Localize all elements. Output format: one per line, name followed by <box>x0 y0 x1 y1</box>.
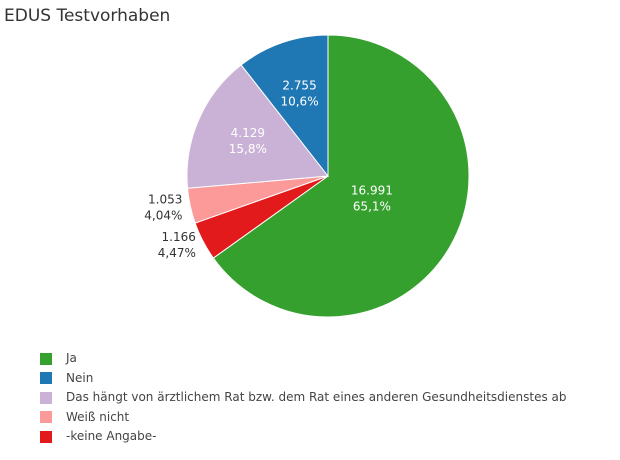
legend-item[interactable]: Ja <box>40 349 567 369</box>
slice-percent-label: 4,47% <box>158 246 196 260</box>
legend-label: Weiß nicht <box>66 409 130 424</box>
legend-item[interactable]: -keine Angabe- <box>40 427 567 447</box>
slice-value-label: 1.166 <box>162 230 196 244</box>
legend-label: Nein <box>66 370 94 385</box>
legend-label: Das hängt von ärztlichem Rat bzw. dem Ra… <box>66 390 567 405</box>
legend-swatch <box>40 372 52 385</box>
legend-swatch <box>40 430 52 443</box>
slice-value-label: 2.755 <box>282 78 316 92</box>
pie-slice[interactable] <box>212 34 470 318</box>
slice-percent-label: 10,6% <box>280 94 318 108</box>
chart-title: EDUS Testvorhaben <box>4 6 171 26</box>
pie-chart: 16.991 65,1% 1.166 4,47% 1.053 4,04% 4.129 15,8… <box>144 34 470 318</box>
legend-label: -keine Angabe- <box>66 429 157 444</box>
legend-swatch <box>40 352 52 365</box>
legend-item[interactable]: Nein <box>40 369 567 389</box>
legend: Ja Nein Das hängt von ärztlichem Rat bzw. … <box>40 349 567 447</box>
pie-slice[interactable] <box>240 34 329 178</box>
slice-percent-label: 65,1% <box>353 200 391 214</box>
legend-item[interactable]: Das hängt von ärztlichem Rat bzw. dem Ra… <box>40 388 567 408</box>
pie-slice[interactable] <box>186 64 329 189</box>
legend-swatch <box>40 411 52 424</box>
legend-label: Ja <box>66 351 77 366</box>
slice-percent-label: 15,8% <box>229 142 267 156</box>
legend-item[interactable]: Weiß nicht <box>40 408 567 428</box>
slice-value-label: 1.053 <box>148 193 182 207</box>
slice-percent-label: 4,04% <box>144 209 182 223</box>
legend-swatch <box>40 391 52 404</box>
slice-value-label: 16.991 <box>351 184 393 198</box>
slice-value-label: 4.129 <box>231 126 265 140</box>
